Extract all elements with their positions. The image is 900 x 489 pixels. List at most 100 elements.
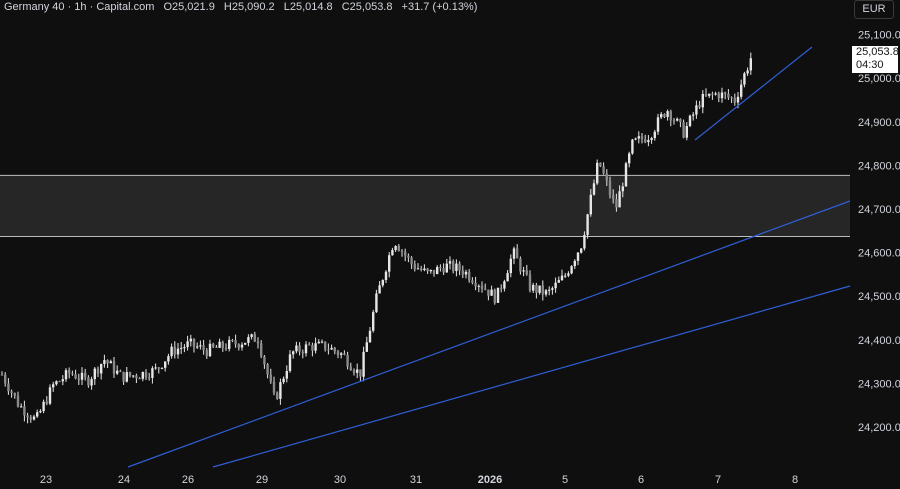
candle-body — [672, 120, 676, 122]
candle-body — [564, 275, 567, 277]
y-tick-label: 25,100.0 — [858, 30, 900, 42]
candle-body — [474, 282, 477, 287]
candle-body — [36, 412, 39, 417]
candle-body — [714, 93, 717, 95]
candle-body — [208, 343, 212, 357]
candle-body — [701, 94, 704, 108]
candle-body — [317, 341, 320, 344]
trendline — [127, 200, 851, 468]
candle-body — [231, 339, 234, 341]
candle-body — [592, 183, 596, 195]
y-tick-label: 24,400.0 — [858, 335, 900, 347]
x-axis[interactable]: 23 24 26 29 30 31 2026 5 6 7 8 — [40, 474, 798, 486]
candle-body — [39, 411, 42, 413]
candle-body — [375, 293, 378, 313]
candle-body — [711, 93, 714, 95]
candle-body — [119, 370, 122, 372]
candle-body — [653, 131, 656, 139]
candle-body — [634, 138, 637, 140]
candle-body — [151, 368, 154, 378]
candle-body — [608, 180, 612, 195]
candle-body — [372, 312, 375, 331]
candle-body — [685, 126, 688, 138]
ohlc-open: O25,021.9 — [163, 1, 215, 13]
candle-body — [192, 338, 196, 347]
candle-body — [548, 289, 551, 291]
candle-body — [628, 153, 631, 164]
candle-body — [429, 269, 432, 272]
candle-body — [452, 261, 455, 272]
candle-body — [404, 251, 407, 256]
candle-body — [436, 267, 439, 275]
candle-body — [189, 338, 192, 342]
candle-body — [615, 199, 618, 208]
y-tick-label: 25,000.0 — [858, 73, 900, 85]
candle-body — [352, 370, 356, 373]
candle-body — [631, 139, 634, 154]
candle-body — [10, 391, 13, 393]
candle-body — [308, 344, 311, 346]
candle-body — [682, 122, 685, 138]
candle-body — [173, 346, 176, 355]
candle-body — [106, 360, 109, 364]
candle-body — [80, 372, 84, 380]
candle-body — [256, 341, 260, 344]
candle-body — [314, 343, 317, 351]
candle-body — [45, 401, 48, 404]
candle-body — [560, 275, 564, 281]
candle-body — [186, 341, 189, 348]
y-tick-label: 24,700.0 — [858, 204, 900, 216]
candle-body — [103, 360, 106, 365]
candle-body — [32, 416, 36, 420]
candle-body — [84, 372, 87, 378]
ohlc-low: L25,014.8 — [283, 1, 333, 13]
x-tick-label: 5 — [562, 474, 568, 486]
candle-body — [388, 255, 391, 272]
ohlc-high: H25,090.2 — [223, 1, 275, 13]
candle-body — [391, 250, 394, 256]
candle-body — [202, 345, 205, 351]
y-tick-label: 24,600.0 — [858, 248, 900, 260]
x-tick-label: 31 — [410, 474, 422, 486]
candle-body — [644, 139, 647, 143]
candle-body — [324, 341, 327, 350]
symbol-title[interactable]: Germany 40 · 1h · Capital.com — [4, 1, 155, 13]
y-axis[interactable]: 24,200.0 24,300.0 24,400.0 24,500.0 24,600.0… — [858, 30, 900, 434]
candle-body — [663, 114, 666, 117]
candle-body — [567, 273, 570, 276]
candle-body — [669, 111, 672, 121]
candle-body — [410, 257, 413, 265]
candle-body — [727, 93, 730, 98]
x-tick-label: 7 — [715, 474, 721, 486]
currency-button[interactable]: EUR — [854, 0, 894, 19]
candle-body — [583, 234, 586, 249]
candle-body — [320, 341, 324, 343]
candle-body — [448, 261, 452, 264]
candle-body — [285, 371, 288, 379]
candle-body — [234, 340, 237, 345]
candle-body — [461, 270, 464, 275]
candle-body — [154, 367, 157, 369]
candle-body — [330, 347, 333, 350]
candle-body — [282, 378, 285, 383]
candle-body — [717, 93, 720, 99]
candle-body — [458, 263, 461, 271]
candle-body — [180, 347, 183, 349]
candle-body — [605, 173, 608, 181]
candle-body — [730, 97, 733, 99]
candle-body — [484, 288, 487, 290]
candle-body — [407, 255, 410, 258]
candle-body — [205, 350, 208, 357]
candle-body — [471, 280, 474, 283]
candle-body — [135, 375, 138, 379]
candle-body — [58, 381, 61, 383]
candle-body — [400, 250, 404, 252]
candle-body — [304, 344, 308, 354]
candle-body — [144, 372, 148, 378]
ohlc-close: C25,053.8 — [341, 1, 393, 13]
candle-body — [650, 138, 653, 141]
candle-body — [42, 401, 45, 412]
candle-body — [23, 406, 26, 416]
candle-body — [612, 194, 615, 200]
